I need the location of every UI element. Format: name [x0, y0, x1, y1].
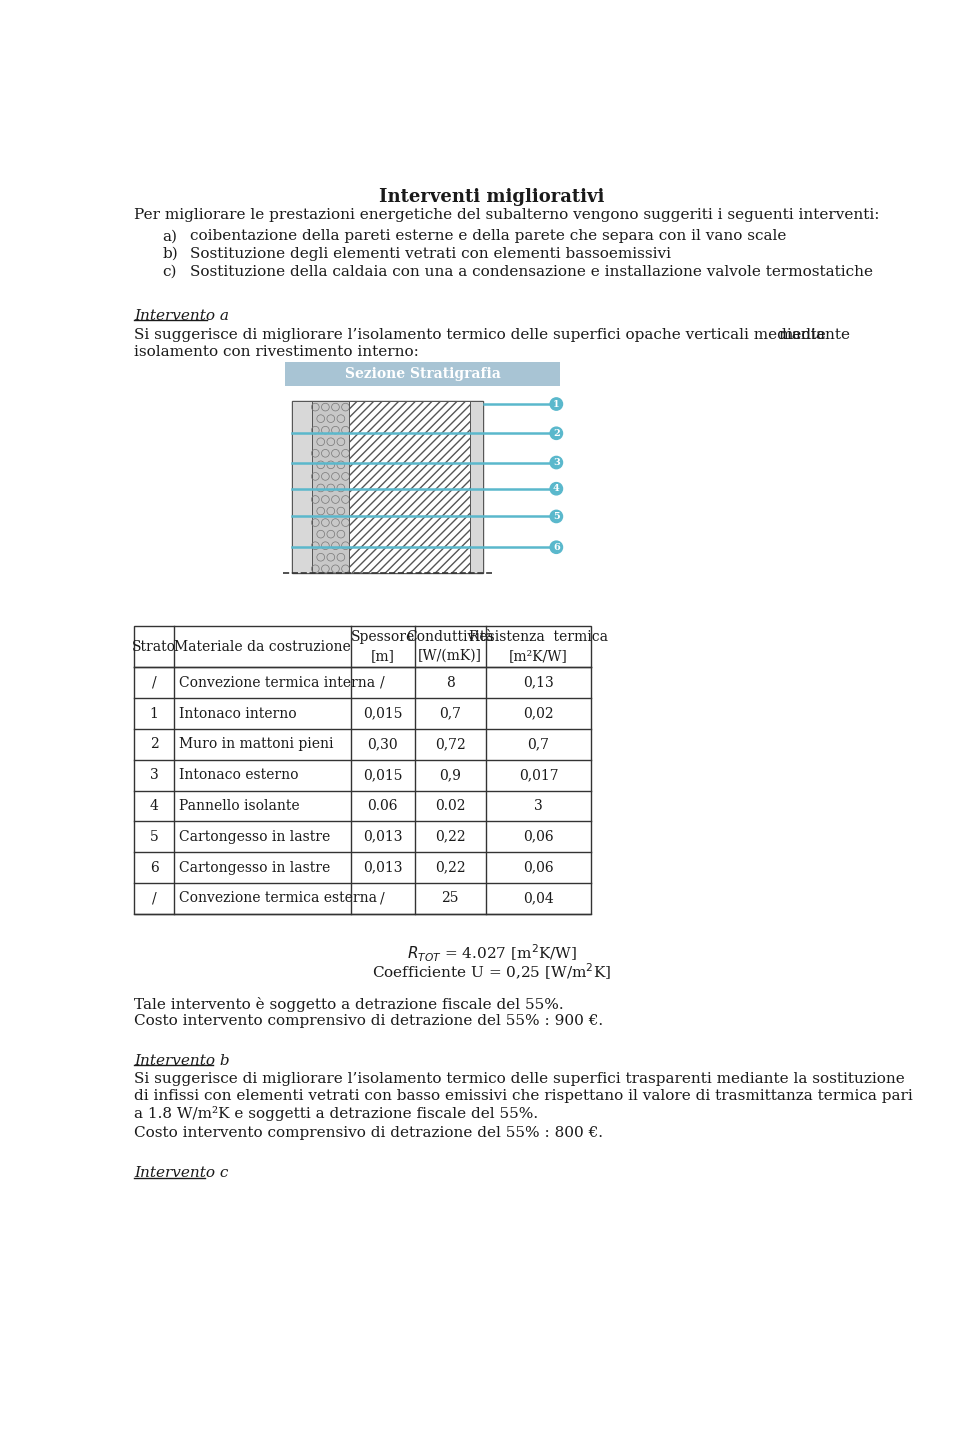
- Circle shape: [550, 397, 563, 410]
- Text: 1: 1: [150, 706, 158, 720]
- Text: a 1.8 W/m²K e soggetti a detrazione fiscale del 55%.: a 1.8 W/m²K e soggetti a detrazione fisc…: [134, 1106, 538, 1122]
- Text: 0,7: 0,7: [527, 737, 549, 752]
- Text: 25: 25: [442, 892, 459, 906]
- Text: 0,22: 0,22: [435, 860, 466, 875]
- Text: /: /: [380, 676, 385, 690]
- Text: 3: 3: [553, 459, 560, 467]
- Text: Coefficiente U = 0,25 [W/m$^{2}$K]: Coefficiente U = 0,25 [W/m$^{2}$K]: [372, 962, 612, 982]
- Text: di infissi con elementi vetrati con basso emissivi che rispettano il valore di t: di infissi con elementi vetrati con bass…: [134, 1089, 913, 1103]
- Text: 2: 2: [553, 429, 560, 437]
- Text: Sostituzione degli elementi vetrati con elementi bassoemissivi: Sostituzione degli elementi vetrati con …: [190, 247, 671, 262]
- Text: Cartongesso in lastre: Cartongesso in lastre: [179, 860, 330, 875]
- Text: 0.02: 0.02: [435, 799, 466, 813]
- Text: Tale intervento è soggetto a detrazione fiscale del 55%.: Tale intervento è soggetto a detrazione …: [134, 997, 564, 1012]
- Text: Spessore
[m]: Spessore [m]: [350, 630, 415, 663]
- Text: 4: 4: [553, 484, 560, 493]
- Text: 0.06: 0.06: [368, 799, 398, 813]
- Circle shape: [550, 427, 563, 440]
- Text: Intonaco interno: Intonaco interno: [179, 706, 297, 720]
- Text: 4: 4: [150, 799, 158, 813]
- Text: 0,9: 0,9: [440, 769, 461, 782]
- Text: c): c): [162, 264, 178, 279]
- Text: Intervento a: Intervento a: [134, 309, 228, 323]
- Text: 0,017: 0,017: [518, 769, 559, 782]
- Bar: [312, 402, 348, 573]
- Text: 2: 2: [150, 737, 158, 752]
- Text: 6: 6: [150, 860, 158, 875]
- Text: Muro in mattoni pieni: Muro in mattoni pieni: [179, 737, 333, 752]
- Text: 3: 3: [150, 769, 158, 782]
- Bar: [285, 363, 561, 386]
- Text: 1: 1: [553, 400, 560, 409]
- Text: Si suggerisce di migliorare l’isolamento termico delle superfici trasparenti med: Si suggerisce di migliorare l’isolamento…: [134, 1072, 904, 1086]
- Text: Materiale da costruzione: Materiale da costruzione: [174, 640, 351, 653]
- Bar: [292, 402, 483, 573]
- Text: 8: 8: [445, 676, 454, 690]
- Text: Convezione termica interna: Convezione termica interna: [179, 676, 375, 690]
- Text: isolamento con rivestimento interno:: isolamento con rivestimento interno:: [134, 344, 419, 359]
- Bar: [348, 402, 470, 573]
- Text: Intervento b: Intervento b: [134, 1055, 229, 1067]
- Text: Intervento c: Intervento c: [134, 1166, 228, 1180]
- Text: Costo intervento comprensivo di detrazione del 55% : 900 €.: Costo intervento comprensivo di detrazio…: [134, 1013, 603, 1027]
- Text: 0,013: 0,013: [363, 830, 402, 843]
- Text: Cartongesso in lastre: Cartongesso in lastre: [179, 830, 330, 843]
- Text: 0,06: 0,06: [523, 860, 554, 875]
- Bar: [470, 402, 483, 573]
- Text: 0,30: 0,30: [368, 737, 398, 752]
- Text: 0,02: 0,02: [523, 706, 554, 720]
- Circle shape: [550, 483, 563, 494]
- Text: Sostituzione della caldaia con una a condensazione e installazione valvole termo: Sostituzione della caldaia con una a con…: [190, 264, 873, 279]
- Text: 3: 3: [534, 799, 542, 813]
- Text: 0,015: 0,015: [363, 769, 402, 782]
- Text: 0,015: 0,015: [363, 706, 402, 720]
- Text: a): a): [162, 229, 178, 243]
- Text: Si suggerisce di migliorare l’isolamento termico delle superfici opache vertical: Si suggerisce di migliorare l’isolamento…: [134, 327, 826, 342]
- Text: Interventi migliorativi: Interventi migliorativi: [379, 189, 605, 206]
- Text: Strato: Strato: [132, 640, 176, 653]
- Text: b): b): [162, 247, 179, 262]
- Text: Intonaco esterno: Intonaco esterno: [179, 769, 299, 782]
- Text: /: /: [152, 892, 156, 906]
- Text: 0,72: 0,72: [435, 737, 466, 752]
- Text: mediante: mediante: [778, 327, 850, 342]
- Text: 5: 5: [150, 830, 158, 843]
- Text: $R_{TOT}$ = 4.027 [m$^{2}$K/W]: $R_{TOT}$ = 4.027 [m$^{2}$K/W]: [407, 943, 577, 965]
- Text: coibentazione della pareti esterne e della parete che separa con il vano scale: coibentazione della pareti esterne e del…: [190, 229, 786, 243]
- Bar: [292, 402, 312, 573]
- Text: 0,04: 0,04: [523, 892, 554, 906]
- Text: Per migliorare le prestazioni energetiche del subalterno vengono suggeriti i seg: Per migliorare le prestazioni energetich…: [134, 207, 879, 221]
- Text: Sezione Stratigrafia: Sezione Stratigrafia: [345, 367, 500, 382]
- Circle shape: [550, 456, 563, 469]
- Text: Convezione termica esterna: Convezione termica esterna: [179, 892, 377, 906]
- Text: /: /: [152, 676, 156, 690]
- Text: 0,06: 0,06: [523, 830, 554, 843]
- Text: 0,13: 0,13: [523, 676, 554, 690]
- Text: Pannello isolante: Pannello isolante: [179, 799, 300, 813]
- Text: Costo intervento comprensivo di detrazione del 55% : 800 €.: Costo intervento comprensivo di detrazio…: [134, 1126, 603, 1140]
- Circle shape: [550, 542, 563, 553]
- Bar: [134, 626, 591, 913]
- Text: 0,013: 0,013: [363, 860, 402, 875]
- Text: 6: 6: [553, 543, 560, 552]
- Text: 0,7: 0,7: [439, 706, 461, 720]
- Text: 0,22: 0,22: [435, 830, 466, 843]
- Text: 5: 5: [553, 512, 560, 522]
- Text: Resistenza  termica
[m²K/W]: Resistenza termica [m²K/W]: [469, 630, 608, 663]
- Circle shape: [550, 510, 563, 523]
- Text: Conduttività
[W/(mK)]: Conduttività [W/(mK)]: [406, 630, 494, 663]
- Text: /: /: [380, 892, 385, 906]
